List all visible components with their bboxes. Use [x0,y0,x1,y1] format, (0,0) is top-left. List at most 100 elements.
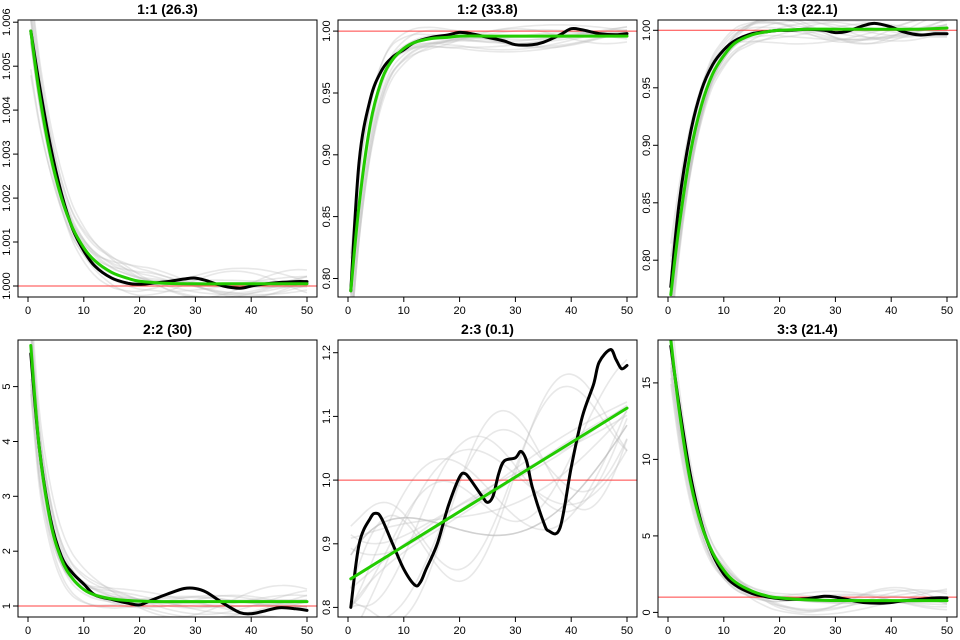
x-tick-label: 20 [133,625,145,637]
plot-frame [657,339,958,618]
replicate-curve [672,22,948,297]
replicate-curve [30,20,308,294]
replicate-curve [33,20,308,297]
y-tick-label: 5 [641,533,653,539]
x-tick-label: 10 [718,625,730,637]
panel-title: 2:3 (0.1) [461,321,514,337]
replicate-curve [350,29,628,287]
replicate-curve [670,367,948,612]
x-tick-label: 20 [773,625,785,637]
x-tick-label: 20 [453,625,465,637]
plot-frame [337,19,638,298]
x-tick-label: 30 [189,625,201,637]
replicate-curve [30,41,308,296]
y-tick-label: 0.80 [321,268,333,289]
plot-area [18,20,317,297]
replicate-curve [670,370,948,605]
x-tick-label: 0 [25,305,31,317]
y-tick-label: 0.80 [641,249,653,270]
y-tick-label: 1.00 [641,20,653,41]
plot-area [658,20,957,297]
y-tick-label: 1.002 [1,184,13,212]
replicate-curve [350,409,628,617]
x-tick-label: 10 [78,305,90,317]
y-tick-label: 0.85 [321,206,333,227]
x-tick-label: 40 [885,625,897,637]
panel-title: 3:3 (21.4) [777,321,838,337]
panel-5: 2:3 (0.1) 0 10 20 30 40 50 0.8 0.9 1.0 1.1 1.2 [321,321,638,637]
panel-4: 2:2 (30) 0 10 20 30 40 50 1 2 3 4 5 [1,321,318,637]
y-tick-label: 0.90 [641,135,653,156]
replicate-curve [350,418,628,608]
fitted-curve [349,34,629,293]
replicate-curve [30,363,308,605]
y-tick-label: 1.001 [1,228,13,256]
x-tick-label: 0 [665,625,671,637]
replicate-curve [30,41,308,293]
y-tick-label: 1.00 [321,20,333,41]
y-tick-label: 1.004 [1,96,13,124]
fitted-curve [669,340,949,603]
y-tick-label: 1.003 [1,140,13,168]
y-tick-label: 1.2 [321,345,333,360]
panel-title: 1:2 (33.8) [457,1,518,17]
replicate-curve [350,29,628,254]
smoothed-curve [349,26,629,293]
fitted-curve [29,344,309,604]
y-tick-label: 15 [641,377,653,389]
replicate-curve [670,383,947,602]
y-tick-label: 0.95 [321,82,333,103]
replicate-curve [350,408,628,609]
x-tick-label: 40 [245,625,257,637]
replicate-curve [670,23,948,285]
fitted-curve [669,26,949,297]
replicate-curve [350,424,628,556]
x-tick-label: 10 [398,625,410,637]
x-tick-label: 30 [509,305,521,317]
y-tick-label: 2 [1,548,13,554]
plot-frame [337,339,638,618]
replicate-curve [670,363,948,612]
replicate-curve [670,341,948,614]
panel-2: 1:2 (33.8) 0 10 20 30 40 50 0.80 0.85 0.90 0.95 1.0… [321,1,638,317]
replicate-curve [31,20,308,289]
replicate-curve [673,23,948,297]
y-tick-label: 1.006 [1,8,13,36]
plot-frame [17,339,318,618]
x-tick-label: 50 [301,625,313,637]
replicate-curve [33,20,308,297]
replicate-curve [360,448,628,617]
x-tick-label: 10 [398,305,410,317]
panel-title: 2:2 (30) [143,321,192,337]
replicate-curve [30,42,308,286]
replicate-curve [350,26,628,280]
replicate-curve [670,348,948,611]
x-tick-label: 40 [565,625,577,637]
replicate-curve [670,20,948,257]
x-tick-label: 10 [718,305,730,317]
replicate-curve [385,428,628,617]
fitted-curve [29,29,309,286]
replicate-curve [30,75,308,297]
smoothed-curve [29,29,309,290]
smoothed-curve [349,348,629,609]
replicate-curve [352,31,628,297]
y-tick-label: 0.9 [321,536,333,551]
x-tick-label: 50 [301,305,313,317]
x-tick-label: 40 [245,305,257,317]
replicate-curve [350,410,628,540]
y-tick-label: 0.8 [321,600,333,615]
plot-area [338,24,637,297]
x-tick-label: 20 [773,305,785,317]
replicate-curve [350,385,628,571]
panel-6: 3:3 (21.4) 0 10 20 30 40 50 0 5 10 15 [641,321,958,637]
x-tick-label: 10 [78,625,90,637]
x-tick-label: 30 [829,305,841,317]
fitted-curve [349,406,629,581]
replicate-curve [30,394,308,608]
smoothed-curve [29,352,309,616]
x-tick-label: 0 [25,625,31,637]
replicate-curve [31,340,307,604]
y-tick-label: 0.95 [641,77,653,98]
